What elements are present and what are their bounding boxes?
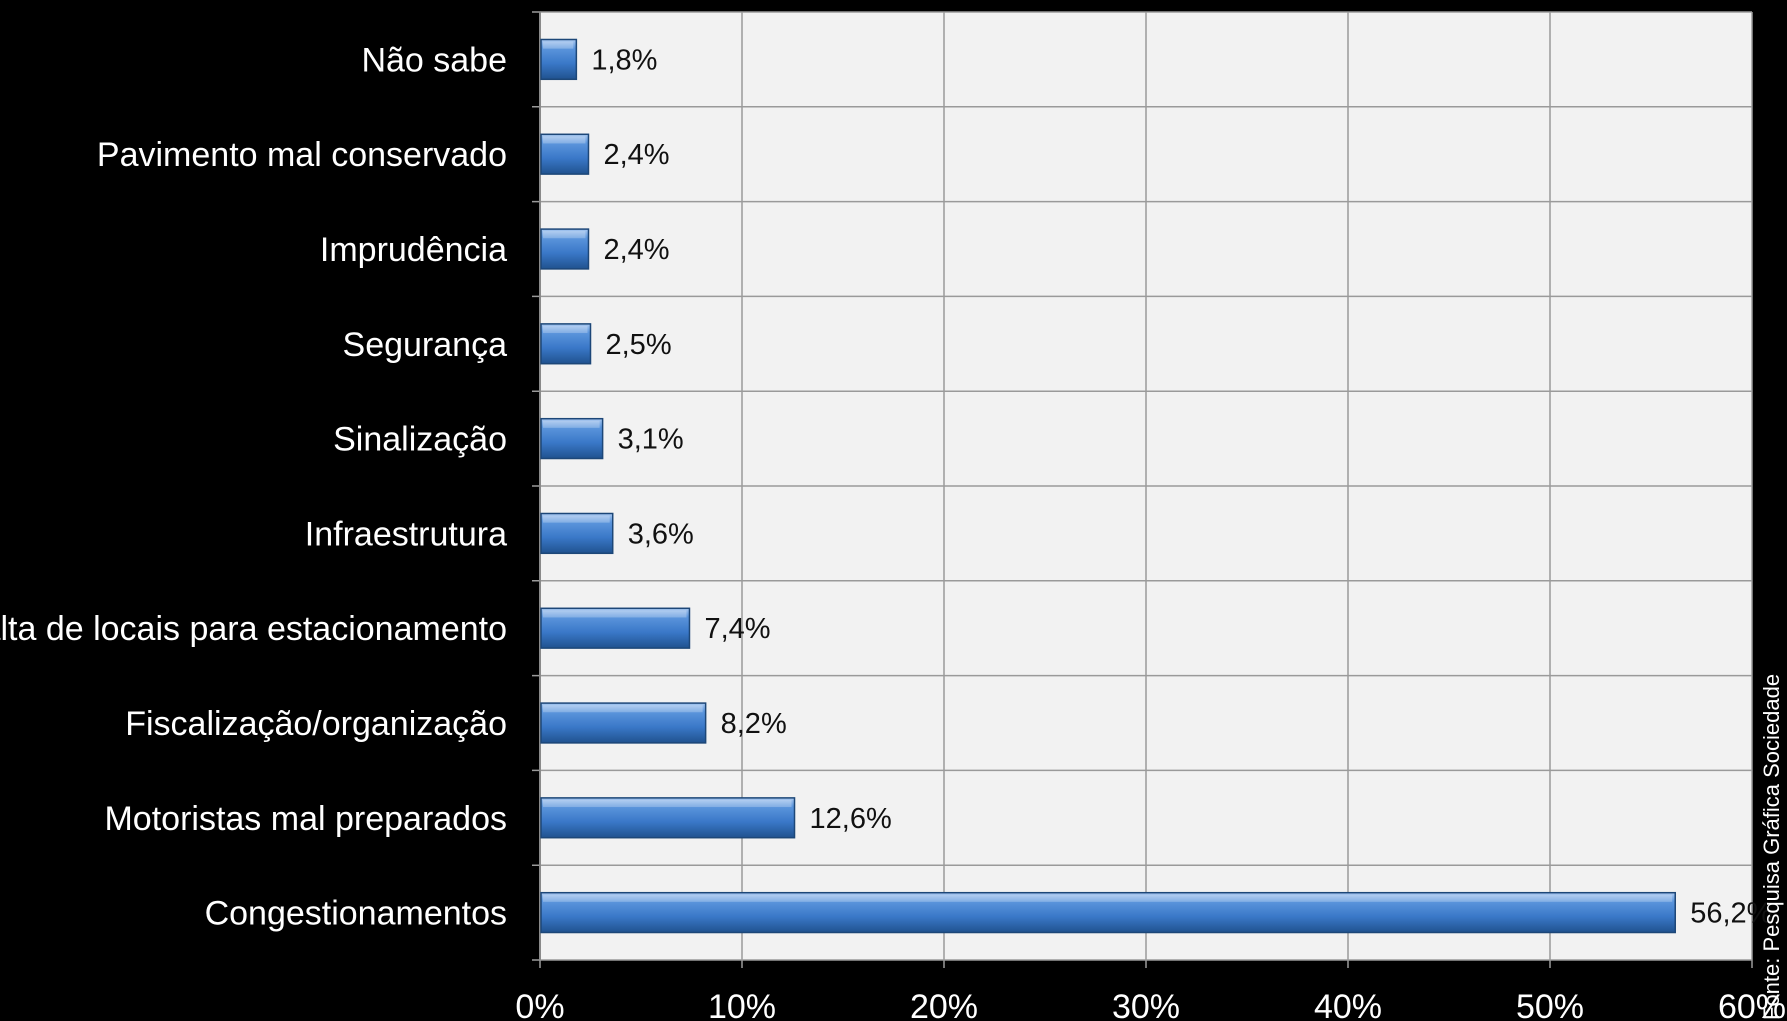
data-label: 2,4% bbox=[603, 234, 669, 266]
bar-highlight bbox=[543, 515, 610, 523]
x-axis-ticks: 0% 10% 20% 30% 40% 50% 60% bbox=[515, 988, 1786, 1021]
bars: 1,8% 2,4% 2,4% 2,5% 3,1% 3,6% 7,4% 8,2% 12,6% 56,… bbox=[540, 38, 1772, 934]
bar bbox=[540, 797, 796, 839]
x-tick-label: 20% bbox=[910, 988, 978, 1021]
bar bbox=[540, 702, 707, 744]
bar-highlight bbox=[543, 41, 574, 49]
data-label: 1,8% bbox=[591, 44, 657, 76]
data-label: 3,1% bbox=[618, 424, 684, 456]
bar-highlight bbox=[543, 894, 1673, 902]
data-label: 8,2% bbox=[721, 708, 787, 740]
bar bbox=[540, 512, 614, 555]
bar-highlight bbox=[543, 705, 703, 713]
bar-highlight bbox=[543, 420, 600, 428]
x-tick-label: 60% bbox=[1718, 988, 1786, 1021]
category-label: Imprudência bbox=[320, 231, 507, 269]
bar bbox=[540, 38, 578, 81]
bar-highlight bbox=[543, 610, 687, 618]
x-tick-label: 40% bbox=[1314, 988, 1382, 1021]
bar-highlight bbox=[543, 325, 588, 334]
bar-highlight bbox=[543, 136, 586, 144]
category-label: Falta de locais para estacionamento bbox=[0, 610, 507, 648]
category-label: Fiscalização/organização bbox=[125, 705, 507, 743]
bar-highlight bbox=[543, 799, 792, 808]
category-label: Segurança bbox=[343, 326, 508, 364]
x-tick-label: 50% bbox=[1516, 988, 1584, 1021]
data-label: 2,4% bbox=[603, 139, 669, 171]
x-tick-label: 0% bbox=[515, 988, 564, 1021]
gridlines bbox=[532, 11, 1753, 968]
data-label: 12,6% bbox=[810, 803, 892, 835]
category-labels: Não sabe Pavimento mal conservado Imprudên… bbox=[0, 41, 507, 932]
category-label: Congestionamentos bbox=[205, 895, 507, 933]
category-label: Não sabe bbox=[361, 41, 507, 79]
category-label: Infraestrutura bbox=[305, 515, 507, 553]
bar bbox=[540, 607, 691, 649]
bar bbox=[540, 323, 592, 365]
bar bbox=[540, 891, 1676, 934]
data-label: 3,6% bbox=[628, 518, 694, 550]
data-label: 56,2% bbox=[1690, 898, 1772, 930]
bar bbox=[540, 228, 590, 270]
x-tick-label: 30% bbox=[1112, 988, 1180, 1021]
data-label: 7,4% bbox=[704, 613, 770, 645]
bar-highlight bbox=[543, 231, 586, 239]
bar bbox=[540, 417, 604, 460]
category-label: Sinalização bbox=[333, 421, 507, 459]
category-label: Pavimento mal conservado bbox=[97, 136, 507, 174]
data-label: 2,5% bbox=[606, 329, 672, 361]
category-label: Motoristas mal preparados bbox=[104, 800, 507, 838]
side-note: Fonte: Pesquisa Gráfica Sociedade bbox=[1759, 674, 1784, 1020]
x-tick-label: 10% bbox=[708, 988, 776, 1021]
bar bbox=[540, 133, 590, 175]
